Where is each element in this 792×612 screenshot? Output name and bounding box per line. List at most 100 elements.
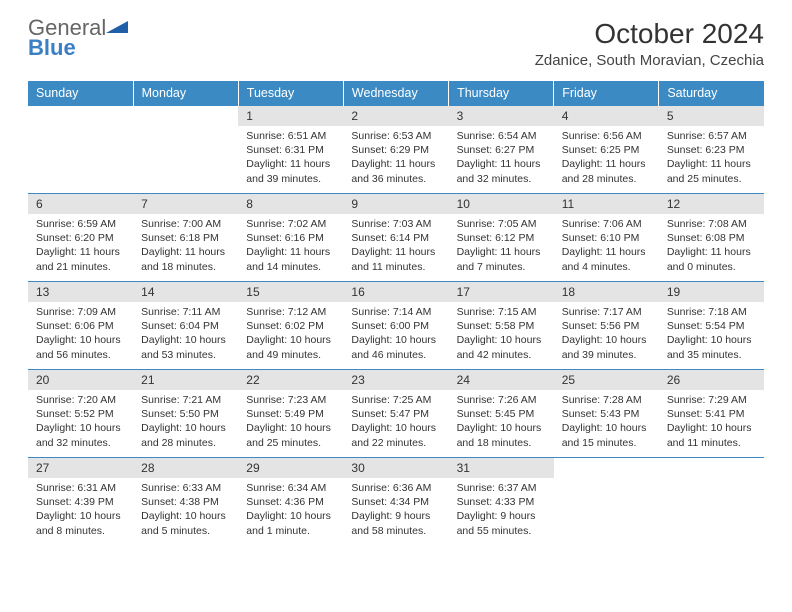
daylight-line: Daylight: 9 hours and 58 minutes.: [351, 509, 440, 537]
sunset-line: Sunset: 6:06 PM: [36, 319, 125, 333]
logo-triangle-icon: [106, 18, 128, 38]
daylight-line: Daylight: 11 hours and 14 minutes.: [246, 245, 335, 273]
day-number: 23: [343, 370, 448, 390]
calendar-empty-cell: [554, 458, 659, 546]
calendar-day-cell: 4Sunrise: 6:56 AMSunset: 6:25 PMDaylight…: [554, 106, 659, 194]
day-number: 20: [28, 370, 133, 390]
calendar-day-cell: 17Sunrise: 7:15 AMSunset: 5:58 PMDayligh…: [449, 282, 554, 370]
day-content: Sunrise: 7:15 AMSunset: 5:58 PMDaylight:…: [449, 302, 554, 368]
sunrise-line: Sunrise: 7:21 AM: [141, 393, 230, 407]
sunset-line: Sunset: 5:56 PM: [562, 319, 651, 333]
sunset-line: Sunset: 5:41 PM: [667, 407, 756, 421]
daylight-line: Daylight: 11 hours and 18 minutes.: [141, 245, 230, 273]
logo: General Blue: [28, 18, 128, 58]
sunset-line: Sunset: 6:20 PM: [36, 231, 125, 245]
day-number: 15: [238, 282, 343, 302]
sunset-line: Sunset: 5:58 PM: [457, 319, 546, 333]
daylight-line: Daylight: 10 hours and 42 minutes.: [457, 333, 546, 361]
sunset-line: Sunset: 6:16 PM: [246, 231, 335, 245]
day-content: Sunrise: 6:57 AMSunset: 6:23 PMDaylight:…: [659, 126, 764, 192]
sunrise-line: Sunrise: 7:29 AM: [667, 393, 756, 407]
daylight-line: Daylight: 9 hours and 55 minutes.: [457, 509, 546, 537]
calendar-day-cell: 8Sunrise: 7:02 AMSunset: 6:16 PMDaylight…: [238, 194, 343, 282]
daylight-line: Daylight: 11 hours and 39 minutes.: [246, 157, 335, 185]
sunrise-line: Sunrise: 7:06 AM: [562, 217, 651, 231]
daylight-line: Daylight: 10 hours and 11 minutes.: [667, 421, 756, 449]
day-content: Sunrise: 7:26 AMSunset: 5:45 PMDaylight:…: [449, 390, 554, 456]
sunrise-line: Sunrise: 6:36 AM: [351, 481, 440, 495]
weekday-header: Wednesday: [343, 81, 448, 106]
daylight-line: Daylight: 10 hours and 35 minutes.: [667, 333, 756, 361]
day-content: Sunrise: 6:53 AMSunset: 6:29 PMDaylight:…: [343, 126, 448, 192]
day-content: Sunrise: 7:29 AMSunset: 5:41 PMDaylight:…: [659, 390, 764, 456]
sunrise-line: Sunrise: 7:28 AM: [562, 393, 651, 407]
sunrise-line: Sunrise: 6:51 AM: [246, 129, 335, 143]
day-number: 25: [554, 370, 659, 390]
calendar-day-cell: 30Sunrise: 6:36 AMSunset: 4:34 PMDayligh…: [343, 458, 448, 546]
day-content: Sunrise: 7:05 AMSunset: 6:12 PMDaylight:…: [449, 214, 554, 280]
day-number: 17: [449, 282, 554, 302]
day-number: 16: [343, 282, 448, 302]
calendar-day-cell: 31Sunrise: 6:37 AMSunset: 4:33 PMDayligh…: [449, 458, 554, 546]
sunrise-line: Sunrise: 6:54 AM: [457, 129, 546, 143]
sunset-line: Sunset: 5:52 PM: [36, 407, 125, 421]
sunrise-line: Sunrise: 7:08 AM: [667, 217, 756, 231]
calendar-row: 20Sunrise: 7:20 AMSunset: 5:52 PMDayligh…: [28, 370, 764, 458]
daylight-line: Daylight: 10 hours and 28 minutes.: [141, 421, 230, 449]
day-number: 19: [659, 282, 764, 302]
daylight-line: Daylight: 10 hours and 1 minute.: [246, 509, 335, 537]
sunrise-line: Sunrise: 7:26 AM: [457, 393, 546, 407]
sunrise-line: Sunrise: 7:15 AM: [457, 305, 546, 319]
day-number: 21: [133, 370, 238, 390]
day-number: 26: [659, 370, 764, 390]
calendar-day-cell: 6Sunrise: 6:59 AMSunset: 6:20 PMDaylight…: [28, 194, 133, 282]
sunset-line: Sunset: 5:43 PM: [562, 407, 651, 421]
sunrise-line: Sunrise: 6:57 AM: [667, 129, 756, 143]
sunrise-line: Sunrise: 6:56 AM: [562, 129, 651, 143]
calendar-empty-cell: [659, 458, 764, 546]
sunset-line: Sunset: 6:31 PM: [246, 143, 335, 157]
calendar-day-cell: 7Sunrise: 7:00 AMSunset: 6:18 PMDaylight…: [133, 194, 238, 282]
day-number: 9: [343, 194, 448, 214]
calendar-day-cell: 10Sunrise: 7:05 AMSunset: 6:12 PMDayligh…: [449, 194, 554, 282]
logo-word-blue: Blue: [28, 35, 76, 60]
weekday-header: Thursday: [449, 81, 554, 106]
day-content: Sunrise: 7:09 AMSunset: 6:06 PMDaylight:…: [28, 302, 133, 368]
day-content: Sunrise: 7:17 AMSunset: 5:56 PMDaylight:…: [554, 302, 659, 368]
daylight-line: Daylight: 10 hours and 46 minutes.: [351, 333, 440, 361]
day-content: Sunrise: 7:00 AMSunset: 6:18 PMDaylight:…: [133, 214, 238, 280]
daylight-line: Daylight: 11 hours and 36 minutes.: [351, 157, 440, 185]
weekday-header: Friday: [554, 81, 659, 106]
day-content: Sunrise: 7:11 AMSunset: 6:04 PMDaylight:…: [133, 302, 238, 368]
calendar-row: 27Sunrise: 6:31 AMSunset: 4:39 PMDayligh…: [28, 458, 764, 546]
sunset-line: Sunset: 6:04 PM: [141, 319, 230, 333]
daylight-line: Daylight: 10 hours and 49 minutes.: [246, 333, 335, 361]
sunset-line: Sunset: 5:49 PM: [246, 407, 335, 421]
day-number: 2: [343, 106, 448, 126]
sunset-line: Sunset: 5:45 PM: [457, 407, 546, 421]
sunrise-line: Sunrise: 6:37 AM: [457, 481, 546, 495]
weekday-header: Sunday: [28, 81, 133, 106]
sunset-line: Sunset: 6:29 PM: [351, 143, 440, 157]
day-content: Sunrise: 6:34 AMSunset: 4:36 PMDaylight:…: [238, 478, 343, 544]
day-number: 11: [554, 194, 659, 214]
daylight-line: Daylight: 11 hours and 7 minutes.: [457, 245, 546, 273]
calendar-day-cell: 1Sunrise: 6:51 AMSunset: 6:31 PMDaylight…: [238, 106, 343, 194]
calendar-day-cell: 28Sunrise: 6:33 AMSunset: 4:38 PMDayligh…: [133, 458, 238, 546]
day-number: 6: [28, 194, 133, 214]
sunset-line: Sunset: 4:36 PM: [246, 495, 335, 509]
calendar-empty-cell: [28, 106, 133, 194]
sunrise-line: Sunrise: 7:02 AM: [246, 217, 335, 231]
calendar-day-cell: 26Sunrise: 7:29 AMSunset: 5:41 PMDayligh…: [659, 370, 764, 458]
header: General Blue October 2024 Zdanice, South…: [28, 18, 764, 69]
day-content: Sunrise: 7:02 AMSunset: 6:16 PMDaylight:…: [238, 214, 343, 280]
calendar-table: SundayMondayTuesdayWednesdayThursdayFrid…: [28, 81, 764, 546]
day-content: Sunrise: 6:33 AMSunset: 4:38 PMDaylight:…: [133, 478, 238, 544]
day-content: Sunrise: 6:36 AMSunset: 4:34 PMDaylight:…: [343, 478, 448, 544]
sunrise-line: Sunrise: 6:33 AM: [141, 481, 230, 495]
sunrise-line: Sunrise: 7:17 AM: [562, 305, 651, 319]
sunrise-line: Sunrise: 7:12 AM: [246, 305, 335, 319]
daylight-line: Daylight: 10 hours and 53 minutes.: [141, 333, 230, 361]
daylight-line: Daylight: 11 hours and 25 minutes.: [667, 157, 756, 185]
calendar-empty-cell: [133, 106, 238, 194]
